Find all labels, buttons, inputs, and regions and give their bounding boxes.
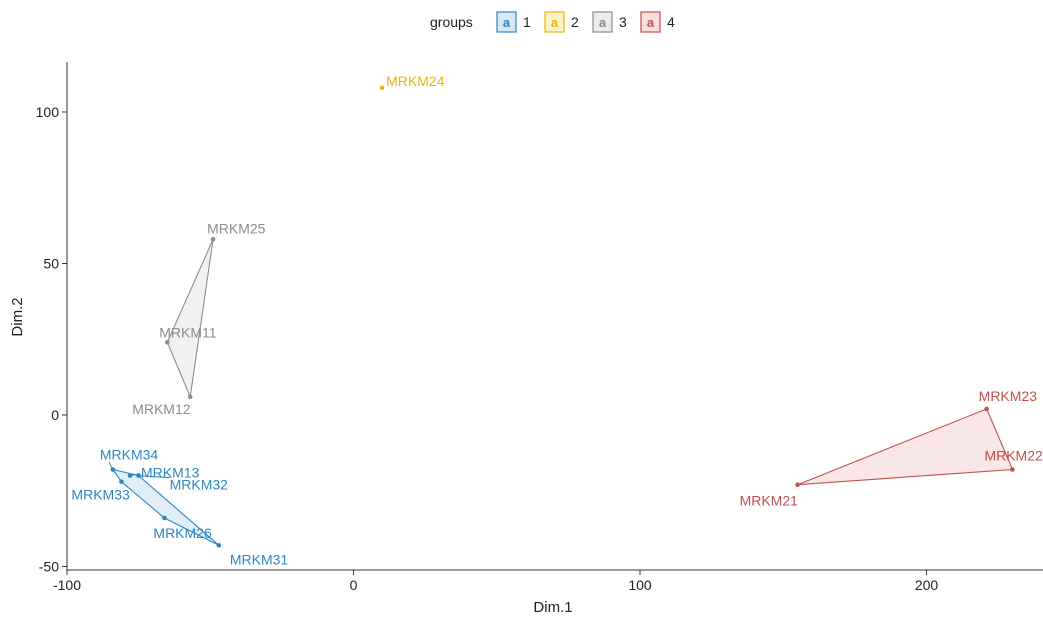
data-point-mrkm21 <box>795 482 800 487</box>
legend-label-group-2: 2 <box>571 14 579 30</box>
legend-key-group-2 <box>544 11 565 33</box>
y-tick-label: 0 <box>51 407 59 423</box>
x-tick-label: 200 <box>915 577 939 593</box>
cluster-hull-group-3 <box>166 239 214 399</box>
point-label-mrkm21: MRKM21 <box>740 493 799 509</box>
x-tick-label: 0 <box>350 577 358 593</box>
legend-key-group-3 <box>592 11 613 33</box>
y-axis-ticks: -50 0 50 100 <box>36 104 67 575</box>
legend-key-glyph: a <box>599 15 607 30</box>
legend-key-group-4 <box>640 11 661 33</box>
y-tick-label: -50 <box>39 559 59 575</box>
point-label-mrkm23: MRKM23 <box>979 388 1038 404</box>
x-tick-label: -100 <box>53 577 81 593</box>
data-point-mrkm22 <box>1010 467 1015 472</box>
point-label-mrkm12: MRKM12 <box>132 401 191 417</box>
data-point-mrkm23 <box>984 406 989 412</box>
x-tick-label: 100 <box>628 577 652 593</box>
data-point-mrkm31 <box>216 542 222 548</box>
legend-key-glyph: a <box>551 15 559 30</box>
axes: -100 0 100 200 -50 0 50 100 Dim.1 Dim.2 <box>9 62 1043 616</box>
legend-label-group-3: 3 <box>619 14 627 30</box>
x-axis-title: Dim.1 <box>533 599 572 616</box>
label-leader-line <box>129 473 141 477</box>
label-leader-line <box>108 461 114 470</box>
point-label-mrkm31: MRKM31 <box>230 551 289 567</box>
point-label-mrkm32: MRKM32 <box>170 477 229 493</box>
legend-title: groups <box>430 14 473 30</box>
data-point-mrkm34 <box>110 467 116 472</box>
data-point-mrkm26 <box>162 515 167 521</box>
point-label-mrkm11: MRKM11 <box>159 324 217 340</box>
point-label-mrkm25: MRKM25 <box>207 220 266 236</box>
data-point-mrkm24 <box>379 85 385 91</box>
legend-key-group-1 <box>496 11 517 33</box>
data-point-mrkm33 <box>119 479 124 484</box>
cluster-hull-group-4 <box>797 408 1014 486</box>
data-points <box>110 85 1015 548</box>
x-axis-ticks: -100 0 100 200 <box>53 570 938 593</box>
y-tick-label: 50 <box>43 256 59 272</box>
legend-label-group-4: 4 <box>667 14 675 30</box>
point-label-mrkm34: MRKM34 <box>100 447 159 463</box>
legend-label-group-1: 1 <box>523 14 531 30</box>
data-point-mrkm12 <box>187 394 193 400</box>
point-label-mrkm22: MRKM22 <box>984 448 1043 464</box>
point-label-mrkm24: MRKM24 <box>386 73 445 89</box>
point-label-mrkm33: MRKM33 <box>71 487 130 503</box>
point-labels: MRKM34MRKM13MRKM33MRKM32MRKM26MRKM31MRKM… <box>71 73 1043 568</box>
data-point-mrkm25 <box>210 236 216 242</box>
point-label-mrkm26: MRKM26 <box>153 525 212 541</box>
cluster-hulls <box>111 239 1014 546</box>
data-point-mrkm11 <box>164 339 170 345</box>
legend-key-glyph: a <box>503 15 511 30</box>
y-tick-label: 100 <box>36 104 60 120</box>
legend-key-glyph: a <box>647 15 655 30</box>
y-axis-title: Dim.2 <box>9 297 26 336</box>
data-point-mrkm13 <box>127 473 133 478</box>
label-leader-line <box>138 475 170 479</box>
